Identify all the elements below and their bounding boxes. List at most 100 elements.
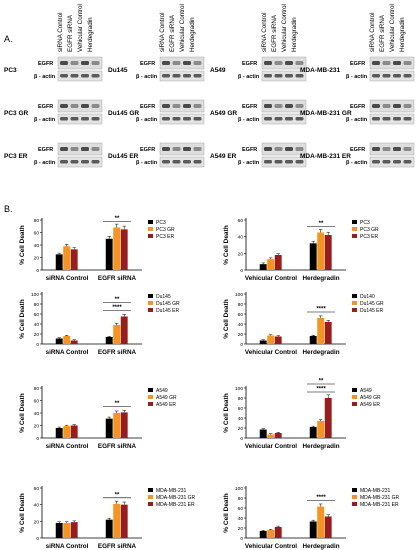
- blot-band: [274, 61, 283, 65]
- bar: [55, 523, 63, 538]
- legend-swatch: [148, 388, 153, 392]
- blot-band: [162, 74, 170, 78]
- legend-swatch: [148, 502, 153, 506]
- bar: [324, 322, 332, 344]
- y-tick-label: 20: [34, 519, 40, 525]
- y-tick-label: 20: [34, 424, 40, 430]
- y-tick-label: 40: [238, 416, 244, 422]
- bar: [324, 235, 332, 270]
- blot-protein-label: EGFR: [140, 104, 155, 110]
- blot-band: [70, 147, 79, 151]
- legend-label: PC3: [360, 220, 370, 226]
- bar-chart: % Cell Death 0 20 40 60 80 100 Vehicular Contro…: [223, 292, 384, 356]
- blot-protein-label: β - actin: [136, 160, 158, 166]
- y-tick-label: 40: [238, 322, 244, 328]
- blot-protein-label: β - actin: [34, 74, 56, 80]
- blot-protein-label: EGFR: [242, 61, 257, 67]
- legend-swatch: [352, 402, 357, 406]
- bar: [274, 255, 282, 270]
- blot-band: [393, 61, 401, 65]
- legend-label: Du145 ER: [360, 308, 383, 314]
- blot-protein-label: β - actin: [136, 117, 158, 123]
- blot-cell-label: MDA-MB-231 GR: [300, 110, 352, 117]
- blot-band: [81, 117, 89, 121]
- blot-band: [183, 147, 191, 151]
- y-tick-label: 0: [240, 342, 243, 348]
- blot-band: [193, 160, 202, 164]
- egfr-blot-strip: [261, 56, 307, 70]
- bar: [63, 426, 71, 438]
- blot-band: [162, 117, 170, 121]
- egfr-blot-strip: [57, 142, 103, 156]
- y-tick-label: 80: [34, 302, 40, 308]
- blot-band: [172, 104, 181, 108]
- legend-swatch: [148, 234, 153, 238]
- blot-protein-label: EGFR: [38, 104, 53, 110]
- blot-band: [81, 104, 89, 108]
- blot-protein-label: EGFR: [38, 61, 53, 67]
- blot-band: [285, 74, 293, 78]
- x-category-label: siRNA Control: [46, 275, 89, 282]
- legend-label: MDA-MB-231: [360, 488, 391, 494]
- egfr-blot-strip: [369, 142, 415, 156]
- y-tick-label: 60: [34, 399, 40, 405]
- y-tick-label: 100: [235, 292, 243, 298]
- blot-lane-label: EGFR siRNA: [169, 14, 176, 52]
- blot-band: [403, 74, 412, 78]
- bar: [70, 249, 78, 270]
- y-tick-label: 40: [34, 322, 40, 328]
- blot-band: [382, 160, 391, 164]
- blot-band: [193, 117, 202, 121]
- x-category-label: EGFR siRNA: [98, 443, 137, 450]
- bar: [274, 336, 282, 344]
- blot-cell-label: Du145: [108, 67, 128, 74]
- y-tick-label: 80: [34, 218, 40, 224]
- egfr-blot-strip: [57, 56, 103, 70]
- blot-band: [285, 117, 293, 121]
- blot-band: [60, 74, 68, 78]
- y-tick-label: 0: [240, 268, 243, 274]
- y-tick-label: 80: [34, 386, 40, 392]
- legend-label: A549 GR: [360, 395, 381, 401]
- blot-band: [264, 117, 272, 121]
- blot-band: [81, 160, 89, 164]
- actin-blot-strip: [57, 113, 103, 125]
- legend-swatch: [352, 495, 357, 499]
- bar: [267, 259, 275, 270]
- legend-swatch: [352, 488, 357, 492]
- blot-band: [193, 61, 202, 65]
- blot-band: [403, 61, 412, 65]
- bar: [113, 227, 121, 270]
- bar: [309, 427, 317, 438]
- bar: [105, 519, 113, 538]
- legend-swatch: [352, 308, 357, 312]
- blot-band: [264, 74, 272, 78]
- blot-band: [91, 117, 100, 121]
- y-tick-label: 100: [31, 292, 39, 298]
- legend-label: A549: [360, 388, 372, 394]
- legend-label: A549 ER: [156, 402, 176, 408]
- blot-band: [295, 104, 304, 108]
- bar: [120, 412, 128, 438]
- significance-label: ****: [316, 387, 326, 393]
- significance-label: **: [115, 492, 120, 498]
- blot-cell-label: Du145 ER: [108, 153, 139, 160]
- legend-label: MDA-MB-231 ER: [360, 502, 399, 508]
- y-tick-label: 60: [238, 218, 244, 224]
- blot-lane-label: Herdegradin: [189, 17, 196, 52]
- blot-band: [382, 74, 391, 78]
- x-category-label: Vehicular Control: [245, 275, 297, 282]
- bar: [120, 316, 128, 344]
- western-blot-panel: siRNA Control EGFR siRNA Vehicular Control…: [4, 4, 415, 168]
- x-category-label: Herdegradin: [302, 275, 339, 282]
- actin-blot-strip: [369, 113, 415, 125]
- blot-protein-label: EGFR: [242, 104, 257, 110]
- y-axis-label: % Cell Death: [19, 299, 26, 338]
- y-tick-label: 40: [34, 411, 40, 417]
- legend-label: PC3: [156, 220, 166, 226]
- blot-protein-label: EGFR: [140, 147, 155, 153]
- blot-protein-label: β - actin: [238, 74, 260, 80]
- bar: [274, 433, 282, 438]
- blot-band: [274, 117, 283, 121]
